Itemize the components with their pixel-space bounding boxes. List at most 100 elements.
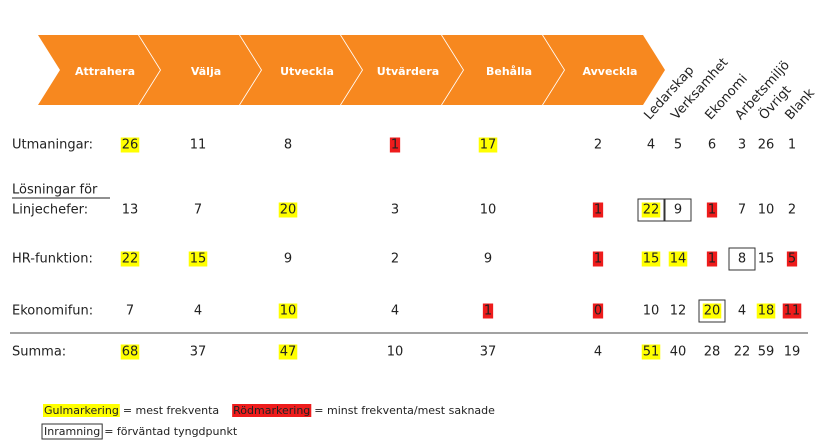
phase-label: Utvärdera	[377, 65, 439, 78]
highlight	[782, 303, 802, 319]
cell-value: 7	[126, 304, 134, 319]
phase-label: Attrahera	[75, 65, 135, 78]
row-label: HR-funktion:	[12, 252, 93, 267]
highlight	[706, 251, 718, 267]
cell-value: 15	[190, 252, 207, 267]
chevron	[543, 35, 665, 105]
highlight	[482, 303, 494, 319]
cell-value: 15	[758, 252, 775, 267]
legend-text: = förväntad tyngdpunkt	[104, 425, 238, 438]
cell-value: 9	[674, 203, 682, 218]
cell-value: 13	[122, 203, 139, 218]
cell-value: 4	[594, 345, 602, 360]
cell-value: 9	[484, 252, 492, 267]
cell-value: 1	[594, 252, 602, 267]
cell-value: 6	[708, 138, 716, 153]
cell-value: 10	[480, 203, 497, 218]
highlight	[641, 344, 661, 360]
row-label: Linjechefer:	[12, 203, 88, 218]
chevron	[341, 35, 463, 105]
chevron	[442, 35, 564, 105]
cell-value: 20	[280, 203, 297, 218]
cell-value: 4	[391, 304, 399, 319]
chevron	[240, 35, 362, 105]
highlight	[389, 137, 401, 153]
cell-value: 7	[194, 203, 202, 218]
legend-key: Rödmarkering	[233, 404, 310, 417]
cell-value: 1	[708, 203, 716, 218]
chevron	[38, 35, 160, 105]
cell-value: 1	[708, 252, 716, 267]
cell-value: 10	[758, 203, 775, 218]
cell-value: 3	[391, 203, 399, 218]
cell-value: 11	[784, 304, 801, 319]
frame	[664, 198, 692, 222]
frame	[698, 299, 726, 323]
phase-label: Avveckla	[583, 65, 638, 78]
highlight	[120, 137, 140, 153]
phase-label: Behålla	[486, 65, 532, 78]
cell-value: 19	[784, 345, 801, 360]
cell-value: 11	[190, 138, 207, 153]
cell-value: 28	[704, 345, 721, 360]
legend-key: Gulmarkering	[44, 404, 119, 417]
chevron	[139, 35, 261, 105]
highlight	[756, 303, 776, 319]
highlight	[668, 251, 688, 267]
cell-value: 68	[122, 345, 139, 360]
row-label: Summa:	[12, 345, 66, 360]
cell-value: 1	[788, 138, 796, 153]
cell-value: 37	[480, 345, 497, 360]
cell-value: 8	[738, 252, 746, 267]
cell-value: 10	[387, 345, 404, 360]
highlight	[592, 303, 604, 319]
highlight	[706, 202, 718, 218]
cell-value: 2	[788, 203, 796, 218]
cell-value: 22	[734, 345, 751, 360]
cell-value: 2	[594, 138, 602, 153]
cell-value: 4	[194, 304, 202, 319]
highlight	[120, 344, 140, 360]
highlight	[641, 251, 661, 267]
frame	[637, 198, 665, 222]
legend-swatch	[232, 404, 312, 417]
cell-value: 18	[758, 304, 775, 319]
cell-value: 22	[643, 203, 660, 218]
cell-value: 9	[284, 252, 292, 267]
highlight	[641, 202, 661, 218]
legend-frame	[41, 423, 103, 440]
highlight	[278, 202, 298, 218]
cell-value: 22	[122, 252, 139, 267]
cell-value: 20	[704, 304, 721, 319]
cell-value: 3	[738, 138, 746, 153]
legend-swatch	[43, 404, 120, 417]
cell-value: 4	[647, 138, 655, 153]
cell-value: 17	[480, 138, 497, 153]
cell-value: 47	[280, 345, 297, 360]
cell-value: 12	[670, 304, 687, 319]
cell-value: 8	[284, 138, 292, 153]
cell-value: 51	[643, 345, 660, 360]
highlight	[702, 303, 722, 319]
highlight	[278, 344, 298, 360]
highlight	[592, 202, 604, 218]
highlight	[592, 251, 604, 267]
cell-value: 2	[391, 252, 399, 267]
highlight	[786, 251, 798, 267]
highlight	[120, 251, 140, 267]
highlight	[278, 303, 298, 319]
cell-value: 59	[758, 345, 775, 360]
highlight	[478, 137, 498, 153]
legend-key: Inramning	[44, 425, 100, 438]
group-label: Lösningar för	[12, 183, 98, 198]
cell-value: 0	[594, 304, 602, 319]
cell-value: 37	[190, 345, 207, 360]
cell-value: 10	[280, 304, 297, 319]
cell-value: 5	[788, 252, 796, 267]
cell-value: 26	[122, 138, 139, 153]
cell-value: 15	[643, 252, 660, 267]
highlight	[188, 251, 208, 267]
row-label: Utmaningar:	[12, 138, 93, 153]
legend-text: = minst frekventa/mest saknade	[314, 404, 495, 417]
